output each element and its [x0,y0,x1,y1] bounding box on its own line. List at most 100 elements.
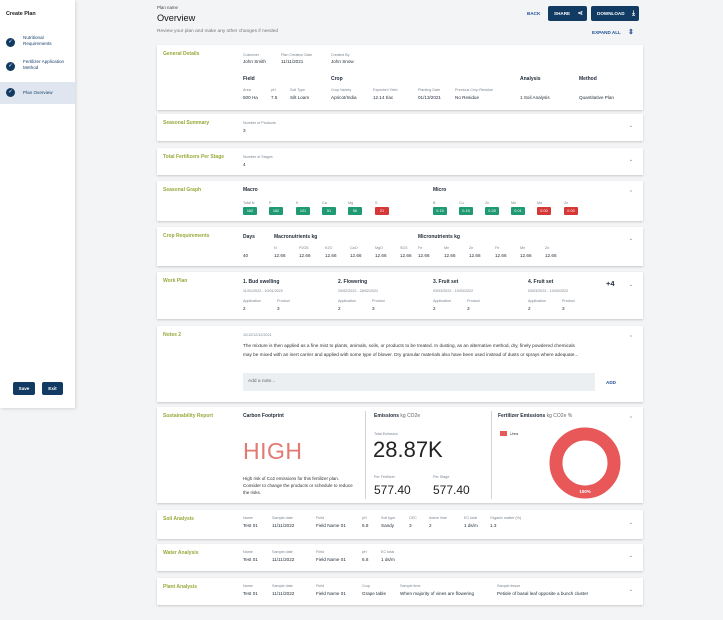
analysis-column-label: Crop [362,584,370,588]
per-stage-value: 577.40 [433,483,470,497]
micro-nutrient-label: Zn [564,201,569,205]
planting-date-value: 01/13/2021 [418,95,441,100]
stage-dates: 20/02/2022 - 28/02/2022 [338,289,379,293]
plan-name-label: Plan name [157,5,178,10]
more-stages-count[interactable]: +4 [606,279,615,288]
micro-nutrient-badge: 0.15 [459,207,473,215]
card-title: Plant Analysis [163,584,197,590]
expand-all-icon[interactable]: ⇕ [628,29,634,36]
micro-nutrient-badge: 0.28 [485,207,499,215]
soil-analysis-card[interactable]: Soil Analysis ⌄ [157,510,643,539]
analysis-column-label: Active lime [429,516,447,520]
chevron-up-icon[interactable]: ⌃ [628,190,633,196]
analysis-column-label: Sample date [272,516,293,520]
micronutrient-label: Mn [520,246,526,250]
download-label: DOWNLOAD [597,11,625,16]
stage-name: 1. Bud swelling [243,279,280,285]
macro-nutrient-label: S [375,201,378,205]
chevron-up-icon[interactable]: ⌃ [628,416,633,422]
micronutrient-label: Zn [469,246,474,250]
analysis-column-label: Field [316,516,324,520]
chevron-down-icon[interactable]: ⌄ [628,587,633,593]
chevron-down-icon[interactable]: ⌄ [628,553,633,559]
micronutrients-heading: Micronutrients kg [418,234,460,240]
download-button[interactable]: DOWNLOAD ⤓ [591,6,639,21]
macro-nutrient-label: Mg [348,201,354,205]
method-heading: Method [579,76,597,82]
analysis-column-label: Soil type [381,516,396,520]
analysis-value: 1 Soil Analysis [520,95,550,100]
chevron-down-icon[interactable]: ⌄ [628,282,633,288]
card-title: Seasonal Graph [163,187,202,193]
analysis-column-label: Name [243,550,253,554]
customer-value: John Smith [243,59,266,64]
analysis-column-label: CEC [409,516,417,520]
donut-slice-urea [549,427,621,499]
share-icon: ⋖ [577,10,583,17]
card-title: Total Fertilizers Per Stage [163,154,225,160]
download-icon: ⤓ [632,10,635,17]
created-by-label: Created By [331,53,350,57]
fertilizer-emissions-unit: kg CO2e % [546,413,573,419]
save-button[interactable]: Save [13,382,35,395]
back-link[interactable]: BACK [527,11,541,16]
expand-all-link[interactable]: EXPAND ALL [592,30,621,35]
exit-button[interactable]: Exit [42,382,63,395]
card-title: Seasonal Summary [163,120,210,126]
customer-label: Customer [243,53,259,57]
micronutrient-label: Mn [444,246,450,250]
page-title: Overview [157,13,196,23]
water-analysis-card[interactable]: Water Analysis ⌄ [157,544,643,571]
work-plan-card[interactable]: Work Plan ⌄ [157,272,643,319]
analysis-column-value: 1 ds/m [381,557,395,562]
analysis-column-label: Organic matter (%) [490,516,522,520]
step-label: Nutritional Requirements [23,35,52,46]
analysis-column-value: 6.8 [362,523,369,528]
creation-date-value: 11/11/2021 [281,59,304,64]
fertilizer-emissions-donut: 100% [549,427,621,499]
share-button[interactable]: SHARE ⋖ [548,6,587,21]
seasonal-graph-card[interactable]: Seasonal Graph ⌃ [157,181,643,221]
chevron-up-icon[interactable]: ⌃ [628,335,633,341]
application-label: Application [433,299,452,303]
add-note-input[interactable]: Add a note... [243,373,595,391]
chevron-down-icon[interactable]: ⌄ [628,123,633,129]
chevron-down-icon[interactable]: ⌄ [628,236,633,242]
previous-crop-residue-value: No Residue [455,95,480,100]
expected-yield-label: Expected Yield [373,88,398,92]
macronutrients-heading: Macronutrients kg [274,234,318,240]
total-fertilizers-card[interactable]: Total Fertilizers Per Stage ⌄ [157,148,643,175]
previous-crop-residue-label: Previous Crop Residue [455,88,493,92]
chevron-down-icon[interactable]: ⌄ [628,157,633,163]
plant-analysis-card[interactable]: Plant Analysis ⌄ [157,578,643,605]
application-value: 2 [338,306,341,311]
product-label: Product [467,299,480,303]
seasonal-summary-card[interactable]: Seasonal Summary ⌄ [157,114,643,141]
products-value: 3 [243,128,246,133]
stage-name: 3. Fruit set [433,279,459,285]
step-label: Plan Overview [23,90,53,95]
crop-variety-label: Crop Variety [331,88,352,92]
per-stage-label: Per Stage [433,475,450,479]
analysis-column-value: Field Name 01 [316,557,346,562]
soil-type-value: Silt Loam [290,95,310,100]
method-value: Quantitative Plan [579,95,614,100]
add-note-button[interactable]: ADD [606,380,616,385]
macro-nutrient-badge: 21 [375,207,389,215]
analysis-column-value: 1.3 [490,523,497,528]
analysis-column-value: 6.8 [362,557,369,562]
step-nutritional-requirements[interactable]: ✓ Nutritional Requirements [0,32,75,54]
macro-nutrient-label: Ca [322,201,327,205]
step-plan-overview[interactable]: ✓ Plan Overview [0,82,75,104]
area-label: Area [243,88,251,92]
analysis-column-value: 11/11/2022 [272,591,295,596]
macronutrient-value: 12.66 [325,253,337,258]
analysis-column-value: 11/11/2022 [272,557,295,562]
macro-nutrient-badge: 162 [243,207,257,215]
analysis-column-label: EC total [464,516,478,520]
crop-requirements-card[interactable]: Crop Requirements ⌄ [157,227,643,266]
analysis-column-label: pH [362,516,367,520]
chevron-down-icon[interactable]: ⌄ [628,520,633,526]
step-fertilizer-application-method[interactable]: ✓ Fertilizer Application Method [0,56,75,78]
emissions-unit: kg CO2e [400,413,421,419]
